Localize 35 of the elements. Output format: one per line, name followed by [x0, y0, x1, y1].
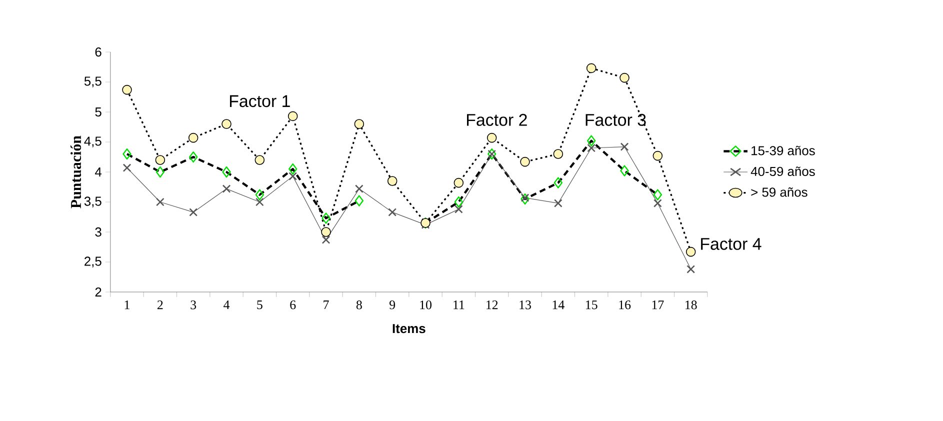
x-tick-label: 13 [520, 300, 531, 310]
legend-label: > 59 años [751, 187, 808, 197]
x-tick-label: 12 [486, 300, 498, 310]
y-tick-label: 6 [95, 47, 102, 57]
y-tick-label: 2 [95, 287, 102, 297]
x-tick-label: 15 [586, 300, 598, 310]
x-tick-label: 9 [390, 300, 396, 310]
x-tick-label: 3 [190, 300, 196, 310]
x-tick-label: 10 [420, 300, 432, 310]
x-tick-label: 16 [619, 300, 631, 310]
legend-label: 40-59 años [750, 166, 815, 176]
x-axis-title: Items [392, 324, 426, 334]
y-tick-label: 4 [94, 168, 102, 176]
y-axis-title: Puntuación [70, 136, 82, 208]
x-tick-label: 4 [224, 300, 230, 310]
y-tick-label: 5 [95, 107, 102, 117]
y-tick-label: 4,5 [84, 136, 102, 148]
x-tick-label: 1 [124, 300, 130, 310]
x-tick-label: 11 [454, 300, 464, 310]
y-tick-label: 3,5 [84, 196, 102, 208]
x-tick-label: 8 [356, 300, 362, 310]
x-tick-label: 18 [686, 300, 697, 310]
y-tick-label: 2,5 [84, 256, 102, 268]
y-tick-label: 5,5 [84, 76, 102, 88]
x-tick-label: 7 [324, 300, 329, 309]
x-tick-label: 6 [290, 300, 296, 310]
x-tick-label: 14 [552, 300, 564, 310]
legend-label: 15-39 años [752, 146, 815, 156]
annotation: Factor 2 [467, 114, 527, 126]
annotation: Factor 1 [230, 95, 290, 108]
x-tick-label: 5 [257, 300, 262, 310]
x-tick-label: 2 [158, 300, 163, 310]
y-tick-label: 3 [95, 227, 102, 237]
x-tick-label: 17 [652, 300, 664, 310]
annotation: Factor 4 [701, 238, 762, 250]
